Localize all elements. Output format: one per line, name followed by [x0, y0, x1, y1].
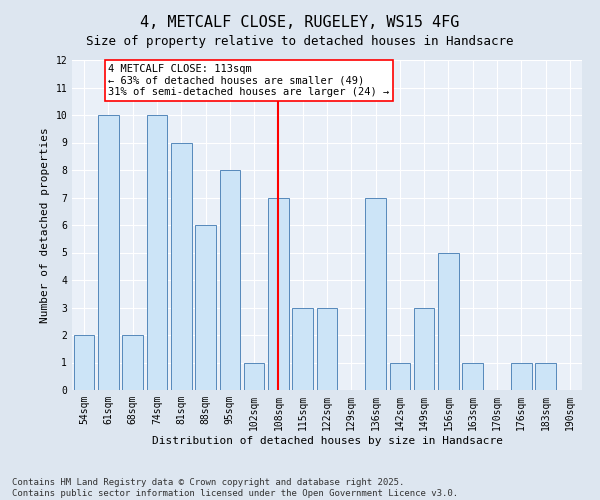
- Bar: [195, 225, 216, 390]
- Text: Contains HM Land Registry data © Crown copyright and database right 2025.
Contai: Contains HM Land Registry data © Crown c…: [12, 478, 458, 498]
- Bar: [268, 198, 289, 390]
- Bar: [220, 170, 240, 390]
- Y-axis label: Number of detached properties: Number of detached properties: [40, 127, 50, 323]
- Text: Size of property relative to detached houses in Handsacre: Size of property relative to detached ho…: [86, 35, 514, 48]
- Text: 4, METCALF CLOSE, RUGELEY, WS15 4FG: 4, METCALF CLOSE, RUGELEY, WS15 4FG: [140, 15, 460, 30]
- Bar: [244, 362, 265, 390]
- Bar: [511, 362, 532, 390]
- Bar: [292, 308, 313, 390]
- Bar: [98, 115, 119, 390]
- Bar: [463, 362, 483, 390]
- Text: 4 METCALF CLOSE: 113sqm
← 63% of detached houses are smaller (49)
31% of semi-de: 4 METCALF CLOSE: 113sqm ← 63% of detache…: [109, 64, 389, 98]
- Bar: [74, 335, 94, 390]
- Bar: [171, 142, 191, 390]
- Bar: [122, 335, 143, 390]
- Bar: [438, 252, 459, 390]
- Bar: [365, 198, 386, 390]
- Bar: [414, 308, 434, 390]
- Bar: [389, 362, 410, 390]
- Bar: [146, 115, 167, 390]
- X-axis label: Distribution of detached houses by size in Handsacre: Distribution of detached houses by size …: [151, 436, 503, 446]
- Bar: [317, 308, 337, 390]
- Bar: [535, 362, 556, 390]
